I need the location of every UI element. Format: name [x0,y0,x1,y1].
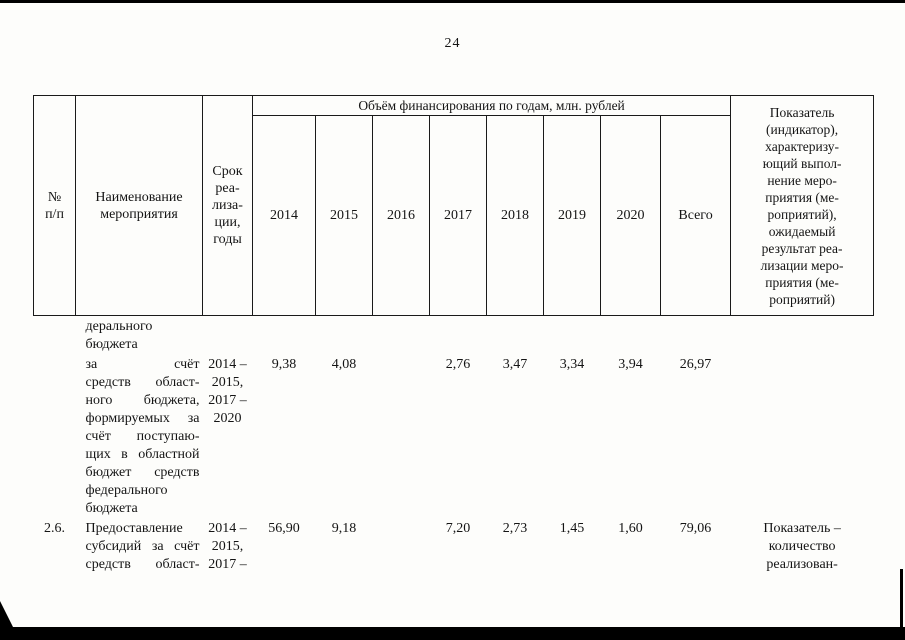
cell-total: 26,97 [679,357,712,372]
header-financing-span: Объём финансирования по годам, млн. рубл… [251,95,732,116]
cell-total [661,316,731,355]
cell-total: 79,06 [679,521,712,536]
cell-2018: 2,73 [502,521,528,536]
header-year-2018: 2018 [486,115,544,316]
table-row-regional-funds: за счёт средств област- ного бюджета, фо… [34,354,874,518]
cell-2019: 1,45 [559,521,585,536]
cell-term [203,316,253,355]
cell-number [34,316,76,355]
cell-2018: 3,47 [502,357,528,372]
cell-name: дерального бюджета [85,319,153,352]
cell-2018 [487,316,544,355]
table-row-continuation: дерального бюджета [34,316,874,355]
cell-2016 [373,316,430,355]
cell-2020 [601,316,661,355]
cell-2020: 3,94 [618,357,643,372]
cell-2016 [373,518,430,574]
cell-2019 [544,316,601,355]
cell-indicator [731,316,874,355]
cell-2014: 9,38 [271,357,297,372]
cell-2017: 2,76 [445,357,471,372]
header-year-2015: 2015 [315,115,373,316]
header-year-2019: 2019 [543,115,601,316]
header-col-total: Всего [659,115,732,316]
cell-2015: 9,18 [331,521,357,536]
cell-2014 [253,316,316,355]
cell-number [34,354,76,518]
table-body: дерального бюджета за счёт средств облас… [34,316,874,575]
cell-indicator: Показатель – количество реализован- [763,521,841,572]
header-year-2020: 2020 [600,115,661,316]
header-year-2017: 2017 [429,115,487,316]
cell-2014: 56,90 [268,521,300,536]
header-year-2014: 2014 [252,115,316,316]
cell-term: 2014 – 2015, 2017 – 2020 [208,357,247,426]
header-col-indicator: Показатель (индикатор), характеризу- ющи… [730,95,875,316]
cell-2019: 3,34 [559,357,585,372]
header-col-term: Срок реа- лиза- ции, годы [202,95,253,316]
cell-number: 2.6. [44,521,65,536]
cell-term: 2014 – 2015, 2017 – [208,521,247,572]
scan-edge-top [0,0,905,3]
cell-2017 [430,316,487,355]
cell-name: Предоставление субсидий за счёт средств … [85,521,200,572]
financing-table: № п/п Наименование мероприятия Срок реа-… [33,95,875,575]
cell-2020: 1,60 [618,521,643,536]
cell-indicator [731,354,874,518]
scan-mark-bottom-left [0,601,13,627]
cell-2016 [373,354,430,518]
cell-2015: 4,08 [331,357,357,372]
table-row-2-6: 2.6. Предоставление субсидий за счёт сре… [34,518,874,574]
cell-2017: 7,20 [445,521,471,536]
header-col-name: Наименование мероприятия [75,95,203,316]
header-year-2016: 2016 [372,115,430,316]
header-col-number: № п/п [33,95,76,316]
table-header: № п/п Наименование мероприятия Срок реа-… [33,95,875,316]
cell-2015 [316,316,373,355]
scan-edge-bottom [0,627,905,640]
page-number: 24 [444,36,461,51]
cell-name: за счёт средств област- ного бюджета, фо… [85,357,200,516]
header-row-top: № п/п Наименование мероприятия Срок реа-… [33,95,875,316]
scan-line-right [900,569,903,627]
header-row-years: 2014 2015 2016 2017 2018 2019 2020 Всего [34,115,874,316]
